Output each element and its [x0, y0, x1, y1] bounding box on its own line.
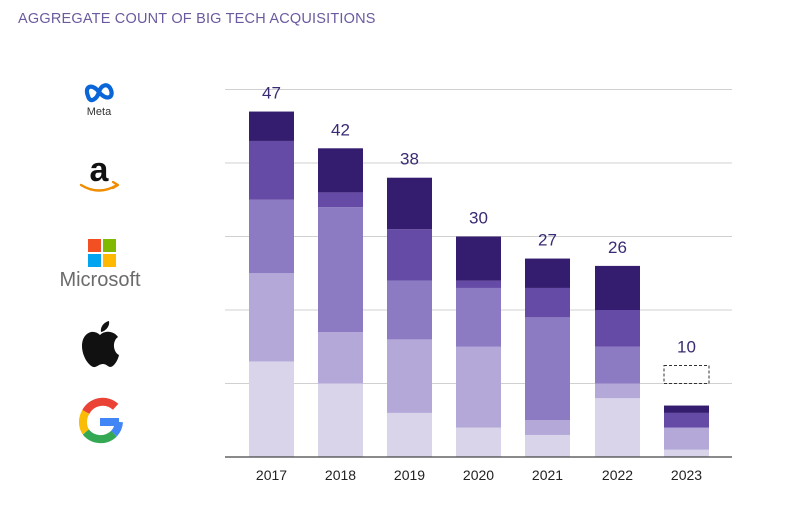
x-tick-label: 2022 [602, 467, 633, 483]
bar-microsoft-2022 [595, 346, 640, 384]
x-tick-label: 2017 [256, 467, 287, 483]
microsoft-logo-icon [88, 239, 116, 267]
bar-microsoft-2018 [318, 207, 363, 333]
google-logo-icon [78, 397, 123, 444]
bar-meta-2022 [595, 265, 640, 310]
bar-google-2021 [525, 434, 570, 457]
bar-amazon-2019 [387, 229, 432, 281]
total-label: 47 [262, 84, 281, 103]
bar-google-2019 [387, 412, 432, 457]
total-label: 10 [677, 338, 696, 357]
meta-logo-icon [84, 83, 114, 103]
legend-meta: Meta [84, 83, 114, 118]
total-label: 26 [608, 238, 627, 257]
bar-meta-2017 [249, 111, 294, 141]
total-labels: 47 42 38 30 27 26 10 [262, 84, 696, 357]
x-tick-label: 2018 [325, 467, 356, 483]
total-label: 27 [538, 231, 557, 250]
x-tick-label: 2023 [671, 467, 702, 483]
bar-apple-2018 [318, 332, 363, 384]
bar-microsoft-2021 [525, 317, 570, 421]
apple-logo-icon [82, 321, 119, 368]
legend: Meta a Microsoft [59, 83, 141, 444]
amazon-logo-icon: a [90, 151, 110, 189]
total-label: 30 [469, 209, 488, 228]
bar-google-2020 [456, 427, 501, 457]
bar-amazon-2017 [249, 140, 294, 200]
x-axis: 2017 2018 2019 2020 2021 2022 2023 [225, 456, 732, 483]
legend-google [78, 397, 123, 444]
bar-microsoft-2020 [456, 287, 501, 347]
bar-meta-2023 [664, 405, 709, 413]
x-tick-label: 2021 [532, 467, 563, 483]
bar-apple-2023 [664, 427, 709, 450]
legend-amazon: a [79, 151, 120, 192]
partial-year-marker [663, 365, 710, 384]
bar-meta-2019 [387, 177, 432, 230]
bar-amazon-2018 [318, 192, 363, 208]
bar-apple-2022 [595, 383, 640, 399]
meta-label: Meta [87, 106, 112, 118]
bar-google-2017 [249, 361, 294, 457]
legend-apple [82, 321, 119, 368]
bar-amazon-2020 [456, 280, 501, 288]
bar-amazon-2022 [595, 310, 640, 347]
bar-meta-2018 [318, 148, 363, 193]
bar-apple-2019 [387, 339, 432, 413]
bars [249, 111, 710, 457]
bar-amazon-2023 [664, 412, 709, 428]
bar-google-2023 [664, 449, 709, 457]
legend-microsoft: Microsoft [59, 239, 141, 291]
bar-apple-2020 [456, 346, 501, 428]
chart-title: AGGREGATE COUNT OF BIG TECH ACQUISITIONS [18, 11, 376, 27]
bar-google-2018 [318, 383, 363, 457]
total-label: 38 [400, 150, 419, 169]
bar-apple-2017 [249, 273, 294, 362]
bar-apple-2021 [525, 420, 570, 435]
bar-amazon-2021 [525, 287, 570, 318]
bar-microsoft-2017 [249, 199, 294, 274]
microsoft-label: Microsoft [59, 269, 141, 291]
x-tick-label: 2020 [463, 467, 494, 483]
total-label: 42 [331, 120, 350, 139]
bar-meta-2020 [456, 236, 501, 281]
bar-google-2022 [595, 398, 640, 457]
x-tick-label: 2019 [394, 467, 425, 483]
bar-meta-2021 [525, 258, 570, 288]
bar-microsoft-2019 [387, 280, 432, 340]
